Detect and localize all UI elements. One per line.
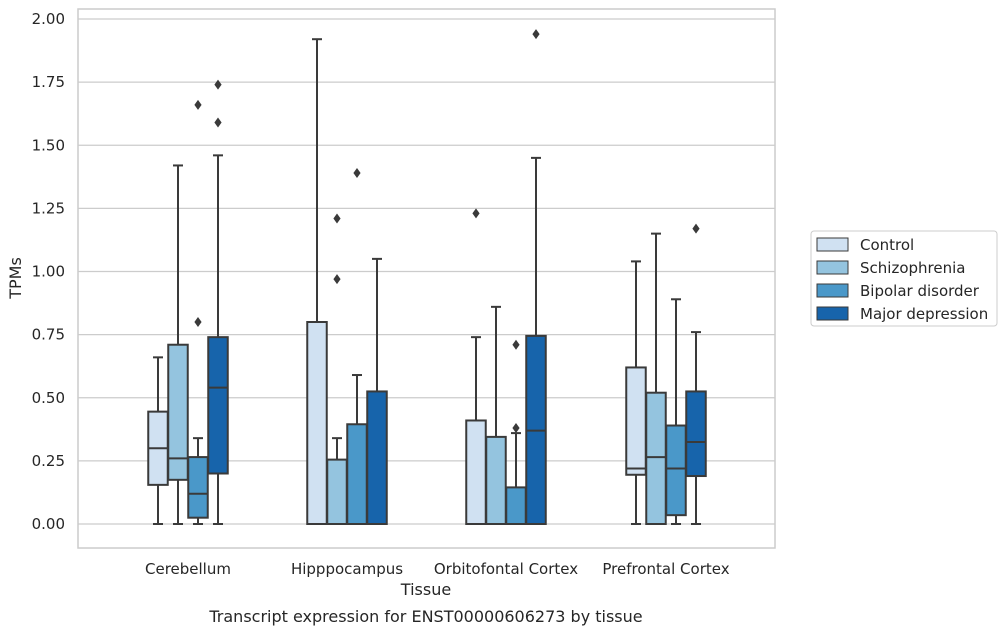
- outlier-marker: [512, 423, 520, 434]
- outlier-marker: [194, 317, 202, 327]
- box-iqr: [187, 456, 209, 519]
- box-major-depression: [207, 79, 229, 525]
- legend: Control Schizophrenia Bipolar disorder Majo…: [810, 230, 998, 327]
- box-iqr: [207, 336, 229, 475]
- y-tick-label: 1.00: [32, 263, 65, 281]
- legend-swatch: [816, 306, 849, 321]
- legend-swatch: [816, 237, 849, 252]
- outlier-marker: [532, 29, 540, 40]
- box-iqr: [625, 366, 647, 476]
- x-tick-label: Prefrontal Cortex: [602, 560, 729, 578]
- box-iqr: [685, 390, 707, 478]
- outlier-marker: [692, 223, 700, 234]
- x-tick-labels: Cerebellum Hipppocampus Orbitofontal Corte…: [145, 560, 730, 578]
- outlier-marker: [214, 79, 222, 90]
- outlier-marker: [333, 274, 341, 285]
- legend-label: Bipolar disorder: [860, 282, 980, 300]
- boxes-layer: [147, 29, 707, 526]
- x-tick-label: Orbitofontal Cortex: [434, 560, 578, 578]
- box-control: [306, 38, 328, 525]
- box-bipolar-disorder: [505, 339, 527, 526]
- legend-label: Control: [860, 236, 914, 254]
- outlier-marker: [512, 339, 520, 350]
- x-tick-label: Hipppocampus: [291, 560, 403, 578]
- x-axis-title: Tissue: [400, 580, 451, 599]
- box-control: [147, 356, 169, 525]
- legend-label: Major depression: [860, 305, 988, 323]
- box-iqr: [665, 424, 687, 517]
- outlier-marker: [214, 117, 222, 128]
- box-bipolar-disorder: [346, 168, 368, 526]
- y-tick-label: 1.25: [32, 199, 65, 217]
- box-bipolar-disorder: [187, 99, 209, 525]
- box-iqr: [346, 423, 368, 526]
- box-iqr: [326, 458, 348, 525]
- y-tick-labels: 0.00 0.25 0.50 0.75 1.00 1.25 1.50 1.75 2.00: [32, 10, 65, 533]
- y-tick-label: 2.00: [32, 10, 65, 28]
- legend-frame: [810, 230, 998, 327]
- y-axis-title: TPMs: [6, 257, 25, 300]
- legend-swatch: [816, 283, 849, 298]
- y-tick-label: 1.75: [32, 73, 65, 91]
- box-control: [625, 260, 647, 525]
- box-major-depression: [525, 29, 547, 526]
- outlier-marker: [333, 213, 341, 224]
- box-bipolar-disorder: [665, 298, 687, 525]
- box-iqr: [465, 419, 487, 526]
- chart-caption: Transcript expression for ENST0000060627…: [208, 607, 642, 626]
- box-schizophrenia: [645, 232, 667, 526]
- legend-swatch: [816, 260, 849, 275]
- x-tick-label: Cerebellum: [145, 560, 231, 578]
- y-tick-label: 0.00: [32, 515, 65, 533]
- outlier-marker: [353, 168, 361, 179]
- y-tick-label: 0.25: [32, 452, 65, 470]
- box-iqr: [485, 435, 507, 526]
- y-tick-label: 1.50: [32, 136, 65, 154]
- box-schizophrenia: [167, 164, 189, 525]
- box-major-depression: [366, 257, 388, 525]
- box-iqr: [167, 343, 189, 481]
- legend-label: Schizophrenia: [860, 259, 965, 277]
- box-iqr: [306, 321, 328, 525]
- box-schizophrenia: [485, 305, 507, 526]
- y-tick-label: 0.50: [32, 389, 65, 407]
- outlier-marker: [472, 208, 480, 219]
- box-iqr: [366, 390, 388, 525]
- box-iqr: [505, 486, 527, 526]
- y-tick-label: 0.75: [32, 326, 65, 344]
- outlier-marker: [194, 99, 202, 110]
- box-major-depression: [685, 223, 707, 525]
- box-iqr: [645, 391, 667, 526]
